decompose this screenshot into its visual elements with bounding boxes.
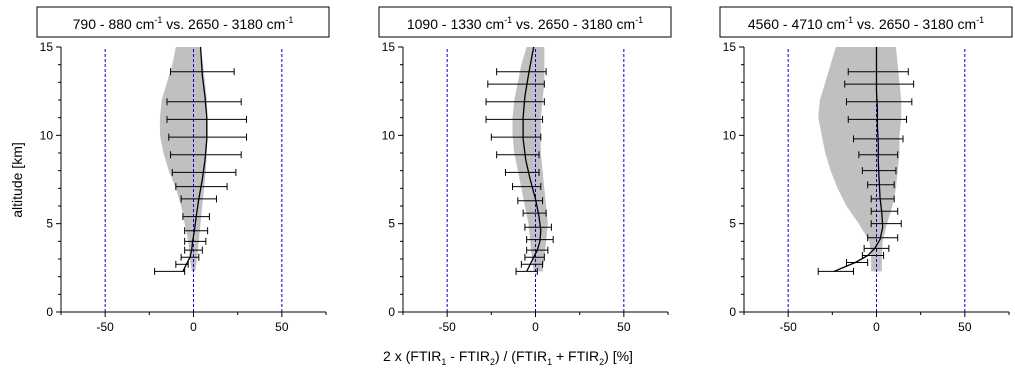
x-tick-label: -50 [96,320,114,334]
error-bar [485,98,545,106]
error-bar [870,220,902,228]
text-segment: 2 x (FTIR [383,348,441,364]
superscript-text: -1 [635,15,643,25]
superscript-text: -1 [845,15,853,25]
error-bar [512,183,542,191]
error-bar [184,246,203,254]
error-bar [844,80,915,88]
y-tick-label: 15 [382,40,396,54]
error-bar [487,80,545,88]
mean-difference-curve [522,47,542,272]
y-tick-label: 15 [723,40,737,54]
y-tick-label: 5 [46,217,53,231]
error-bar [817,267,855,275]
error-bar [496,151,540,159]
text-segment: vs. 2650 - 3180 cm [853,16,976,32]
error-bar [524,253,545,261]
panel-title-box [719,6,1013,38]
superscript-text: -1 [504,15,512,25]
error-bar [517,197,544,205]
error-bar [870,195,895,203]
panel-title: 790 - 880 cm-1 vs. 2650 - 3180 cm-1 [73,15,294,32]
panel-title-box [36,6,330,38]
plot-area [104,47,283,312]
variability-band [818,47,902,272]
error-bar [524,223,552,231]
text-segment: 4560 - 4710 cm [748,16,845,32]
error-bar [845,259,869,267]
x-tick-label: 50 [617,320,631,334]
superscript-text: -1 [285,15,293,25]
x-tick-label: -50 [779,320,797,334]
error-bar [847,68,909,76]
error-bar [168,133,247,141]
x-tick-label: 50 [958,320,972,334]
error-bar [184,227,209,235]
error-bar [863,244,890,252]
error-bar [154,267,186,275]
subscript-text: 1 [547,357,552,367]
x-tick-label: 0 [873,320,880,334]
y-tick-label: 5 [729,217,736,231]
plot-area [446,47,625,312]
y-tick-label: 5 [388,217,395,231]
subscript-text: 2 [490,357,495,367]
error-bar [496,68,547,76]
text-segment: - FTIR [446,348,490,364]
error-bar [522,209,547,217]
error-bar [520,260,544,268]
mean-difference-curve [833,47,884,272]
error-bar [166,98,242,106]
x-tick-label: 50 [275,320,289,334]
panel-title: 4560 - 4710 cm-1 vs. 2650 - 3180 cm-1 [748,15,984,32]
error-bar [485,115,544,123]
error-bar [867,234,899,242]
text-segment: ) / (FTIR [495,348,547,364]
y-tick-label: 0 [46,305,53,319]
error-bar [184,237,207,245]
y-tick-label: 10 [382,128,396,142]
y-tick-label: 0 [388,305,395,319]
y-tick-label: 15 [40,40,54,54]
error-bar [490,133,542,141]
text-segment: + FTIR [552,348,599,364]
variability-band [512,47,548,272]
superscript-text: -1 [154,15,162,25]
plot-area [787,47,966,312]
y-tick-label: 10 [723,128,737,142]
text-segment: ) [%] [604,348,633,364]
superscript-text: -1 [976,15,984,25]
panel-title-box [378,6,672,38]
x-tick-label: 0 [532,320,539,334]
x-axis-label: 2 x (FTIR1 - FTIR2) / (FTIR1 + FTIR2) [%… [383,348,633,367]
text-segment: 1090 - 1330 cm [407,16,504,32]
error-bar [845,98,913,106]
text-segment: vs. 2650 - 3180 cm [512,16,635,32]
y-tick-label: 0 [729,305,736,319]
variability-band [159,47,208,272]
error-bar [504,168,540,176]
error-bar [171,168,237,176]
error-bar [867,181,895,189]
x-tick-label: -50 [438,320,456,334]
y-axis-label: altitude [km] [9,142,25,217]
text-segment: 790 - 880 cm [73,16,155,32]
x-tick-label: 0 [190,320,197,334]
y-tick-label: 10 [40,128,54,142]
subscript-text: 1 [441,357,446,367]
mean-difference-curve [182,47,208,272]
error-bar [870,207,899,215]
text-segment: vs. 2650 - 3180 cm [162,16,285,32]
subscript-text: 2 [599,357,604,367]
panel-title: 1090 - 1330 cm-1 vs. 2650 - 3180 cm-1 [407,15,643,32]
